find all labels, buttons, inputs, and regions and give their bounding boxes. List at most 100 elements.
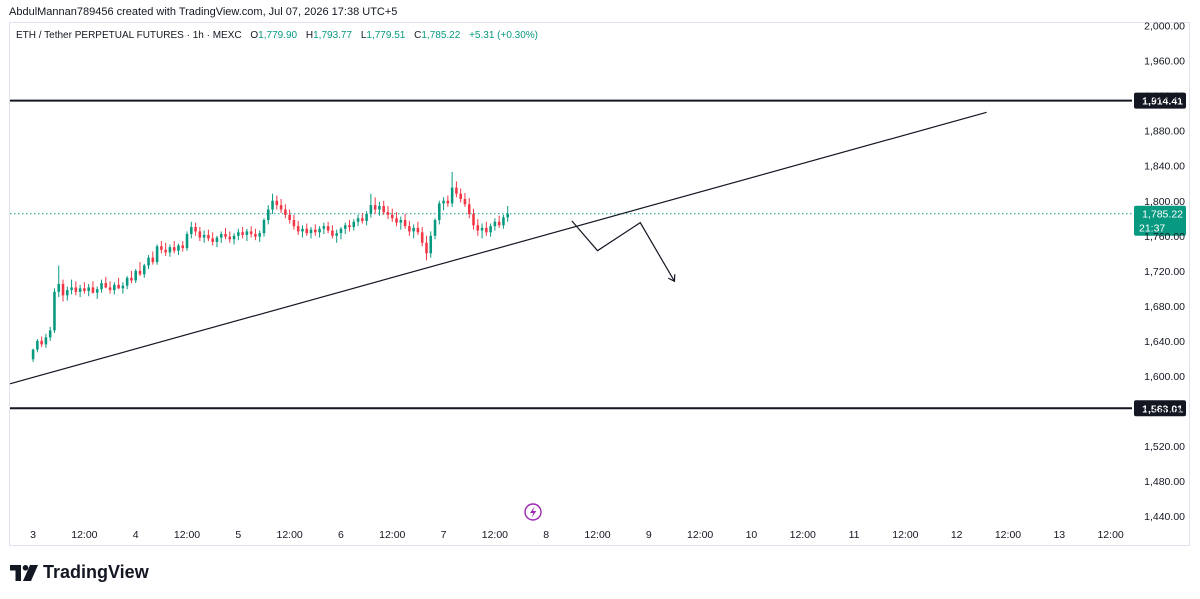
candle [160, 241, 163, 254]
candle-body [408, 226, 411, 232]
y-tick-label: 1,720.00 [1144, 266, 1185, 278]
x-tick-label: 12:00 [174, 529, 200, 541]
candle [262, 218, 266, 237]
candles-layer [31, 171, 509, 362]
candle-body [125, 277, 129, 286]
x-tick-label: 5 [235, 529, 241, 541]
candle [352, 219, 356, 231]
candle-body [66, 290, 69, 296]
candle-body [420, 232, 424, 243]
candle-body [352, 221, 356, 228]
candle-body [48, 330, 52, 338]
candle [83, 282, 86, 294]
candle [211, 232, 214, 246]
y-tick-label: 1,760.00 [1144, 231, 1185, 243]
x-tick-label: 12:00 [277, 529, 303, 541]
candle [284, 204, 287, 219]
candle [296, 220, 300, 235]
candle-body [467, 204, 471, 214]
candle [91, 281, 95, 294]
candle [331, 225, 334, 239]
candle [288, 209, 291, 224]
candle [403, 213, 407, 229]
candle-body [151, 257, 155, 263]
candle-body [314, 229, 317, 233]
candle-body [181, 245, 185, 249]
price-axis: 2,000.00 1,960.00 1,920.00 1,880.00 1,840.00… [1144, 21, 1185, 523]
candle [408, 220, 411, 236]
candle [164, 242, 167, 256]
candle-body [476, 225, 480, 231]
candle [117, 277, 120, 290]
candle [31, 348, 35, 362]
candle [232, 233, 236, 245]
y-tick-label: 1,680.00 [1144, 301, 1185, 313]
candle-body [343, 225, 347, 229]
high-label: H [305, 30, 314, 41]
candle [108, 281, 112, 294]
candle [450, 171, 454, 207]
open-value: 1,779.90 [258, 30, 298, 41]
candle-body [348, 225, 351, 228]
candle-body [70, 287, 73, 291]
candle [318, 226, 321, 238]
candle-body [288, 214, 291, 221]
candle [194, 222, 197, 236]
x-tick-label: 12:00 [379, 529, 405, 541]
candle [138, 262, 142, 277]
candle-body [399, 220, 403, 223]
candle [301, 225, 304, 238]
low-value: 1,779.51 [366, 30, 406, 41]
candle-body [172, 247, 176, 251]
candle-body [322, 226, 326, 229]
x-tick-label: 12:00 [71, 529, 97, 541]
candle [36, 339, 39, 353]
candle [100, 279, 103, 293]
candle-body [365, 213, 368, 221]
candle [459, 188, 462, 203]
candle [425, 235, 428, 261]
candle [155, 244, 159, 265]
candle-body [497, 221, 501, 226]
candle [433, 218, 437, 240]
candle-body [442, 200, 445, 204]
candle [412, 224, 415, 239]
tradingview-logo-icon [10, 564, 38, 581]
x-tick-label: 12 [951, 529, 963, 541]
candle [399, 216, 403, 230]
candle-body [493, 221, 497, 227]
chart-frame[interactable] [9, 22, 1190, 546]
candle [70, 279, 73, 295]
author-line: AbdulMannan789456 created with TradingVi… [9, 6, 398, 18]
candle-body [83, 288, 86, 291]
close-value: 1,785.22 [421, 30, 461, 41]
candle-body [211, 238, 214, 242]
candle [219, 231, 223, 243]
candle [416, 221, 420, 235]
candle-body [390, 214, 394, 219]
candle [442, 197, 445, 211]
candle [198, 227, 202, 242]
candle-body [266, 209, 270, 221]
candle [228, 231, 232, 243]
lightning-icon[interactable] [524, 503, 542, 521]
candle-body [438, 203, 441, 221]
candle [142, 263, 146, 278]
candle [74, 281, 78, 296]
candle-body [104, 283, 108, 288]
candle-body [489, 226, 492, 233]
tradingview-logo[interactable]: TradingView [10, 562, 149, 583]
x-tick-label: 12:00 [687, 529, 713, 541]
candle [207, 229, 210, 242]
candle [480, 223, 484, 239]
y-tick-label: 1,440.00 [1144, 511, 1185, 523]
candle-body [331, 230, 334, 236]
candle [53, 288, 56, 333]
candle-body [378, 206, 381, 210]
y-tick-label: 1,840.00 [1144, 161, 1185, 173]
candle [121, 282, 125, 294]
y-tick-label: 1,480.00 [1144, 476, 1185, 488]
candle-body [506, 213, 509, 218]
x-tick-label: 6 [338, 529, 344, 541]
